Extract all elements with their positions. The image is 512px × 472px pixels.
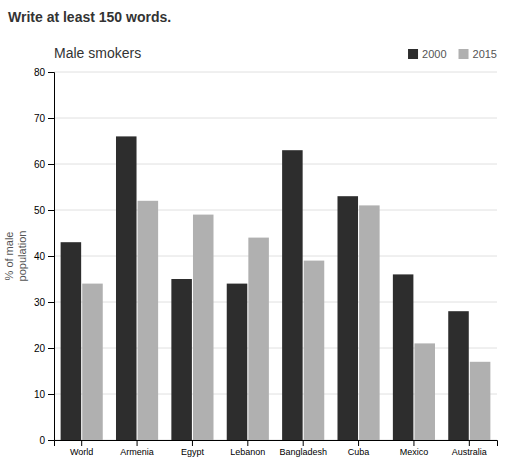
bar (171, 279, 192, 440)
tick-mark (48, 302, 54, 303)
tick-mark (303, 440, 304, 446)
plot: 0 10 20 30 40 50 60 70 80 World Armenia Egypt Lebano… (34, 67, 498, 458)
grid-line (54, 118, 497, 119)
bar (337, 196, 358, 440)
tick-label: 70 (34, 113, 46, 124)
bar (470, 362, 491, 440)
legend-label: 2015 (473, 48, 497, 60)
tick-label: Egypt (181, 447, 205, 457)
tick: Mexico (400, 440, 429, 457)
tick: 50 (34, 205, 54, 216)
tick-label: 20 (34, 343, 46, 354)
tick: Lebanon (230, 440, 265, 457)
bar (82, 284, 103, 440)
tick-label: 0 (39, 435, 45, 446)
series (82, 201, 490, 440)
tick-label: 10 (34, 389, 46, 400)
tick-label: 80 (34, 67, 46, 78)
tick-mark (469, 440, 470, 446)
y-label: population (16, 231, 28, 282)
header-text: Write at least 150 words. (8, 9, 171, 25)
tick-mark (48, 164, 54, 165)
y-axis: 0 10 20 30 40 50 60 70 80 (34, 67, 55, 446)
axis-line (55, 441, 498, 447)
tick-label: Cuba (348, 447, 370, 457)
chart: Write at least 150 words. Male smokers 0 10… (0, 0, 512, 472)
legend-item: 2015 (459, 48, 497, 60)
bar (61, 242, 82, 440)
tick: Cuba (348, 440, 370, 457)
tick-label: 60 (34, 159, 46, 170)
tick-mark (247, 440, 248, 446)
tick: Australia (452, 440, 487, 457)
bar (448, 311, 469, 440)
legend-label: 2000 (422, 48, 446, 60)
grid-line (54, 72, 497, 73)
title: Male smokers (54, 45, 141, 61)
tick-label: World (70, 447, 93, 457)
tick-mark (413, 440, 414, 446)
tick-label: Australia (452, 447, 487, 457)
tick: 70 (34, 113, 54, 124)
tick-label: 30 (34, 297, 46, 308)
legend-swatch (459, 49, 469, 59)
bar (304, 261, 325, 440)
tick-mark (48, 256, 54, 257)
tick: Armenia (120, 440, 154, 457)
tick: Egypt (181, 440, 205, 457)
tick-label: Armenia (120, 447, 154, 457)
bar (193, 215, 214, 440)
tick-mark (48, 72, 54, 73)
bar (138, 201, 159, 440)
tick-mark (48, 210, 54, 211)
bar (248, 238, 269, 440)
series (61, 136, 469, 440)
tick: World (70, 440, 93, 457)
tick-mark (48, 348, 54, 349)
tick-label: Bangladesh (279, 447, 327, 457)
bar (282, 150, 303, 440)
bar (227, 284, 248, 440)
tick-mark (137, 440, 138, 446)
tick-mark (192, 440, 193, 446)
tick-mark (358, 440, 359, 446)
tick: Bangladesh (279, 440, 327, 457)
legend-swatch (408, 49, 418, 59)
bar (116, 136, 137, 440)
bars (61, 136, 491, 440)
legend: 2000 2015 (408, 48, 497, 60)
legend-item: 2000 (408, 48, 446, 60)
axis-line (48, 73, 55, 441)
tick-mark (81, 440, 82, 446)
bar (414, 343, 435, 440)
bar (393, 274, 414, 440)
y-label: % of male (3, 232, 15, 281)
tick-label: 40 (34, 251, 46, 262)
x-axis: World Armenia Egypt Lebanon Bangladesh Cuba Me… (55, 440, 498, 457)
tick-mark (48, 440, 54, 441)
tick-mark (48, 394, 54, 395)
bar (359, 205, 380, 440)
tick: 10 (34, 389, 54, 400)
tick: 0 (39, 435, 54, 446)
grid (54, 72, 497, 440)
tick: 40 (34, 251, 54, 262)
tick: 30 (34, 297, 54, 308)
tick-label: Mexico (400, 447, 429, 457)
tick: 80 (34, 67, 54, 78)
tick-label: Lebanon (230, 447, 265, 457)
tick-mark (48, 118, 54, 119)
tick-label: 50 (34, 205, 46, 216)
tick: 20 (34, 343, 54, 354)
tick: 60 (34, 159, 54, 170)
